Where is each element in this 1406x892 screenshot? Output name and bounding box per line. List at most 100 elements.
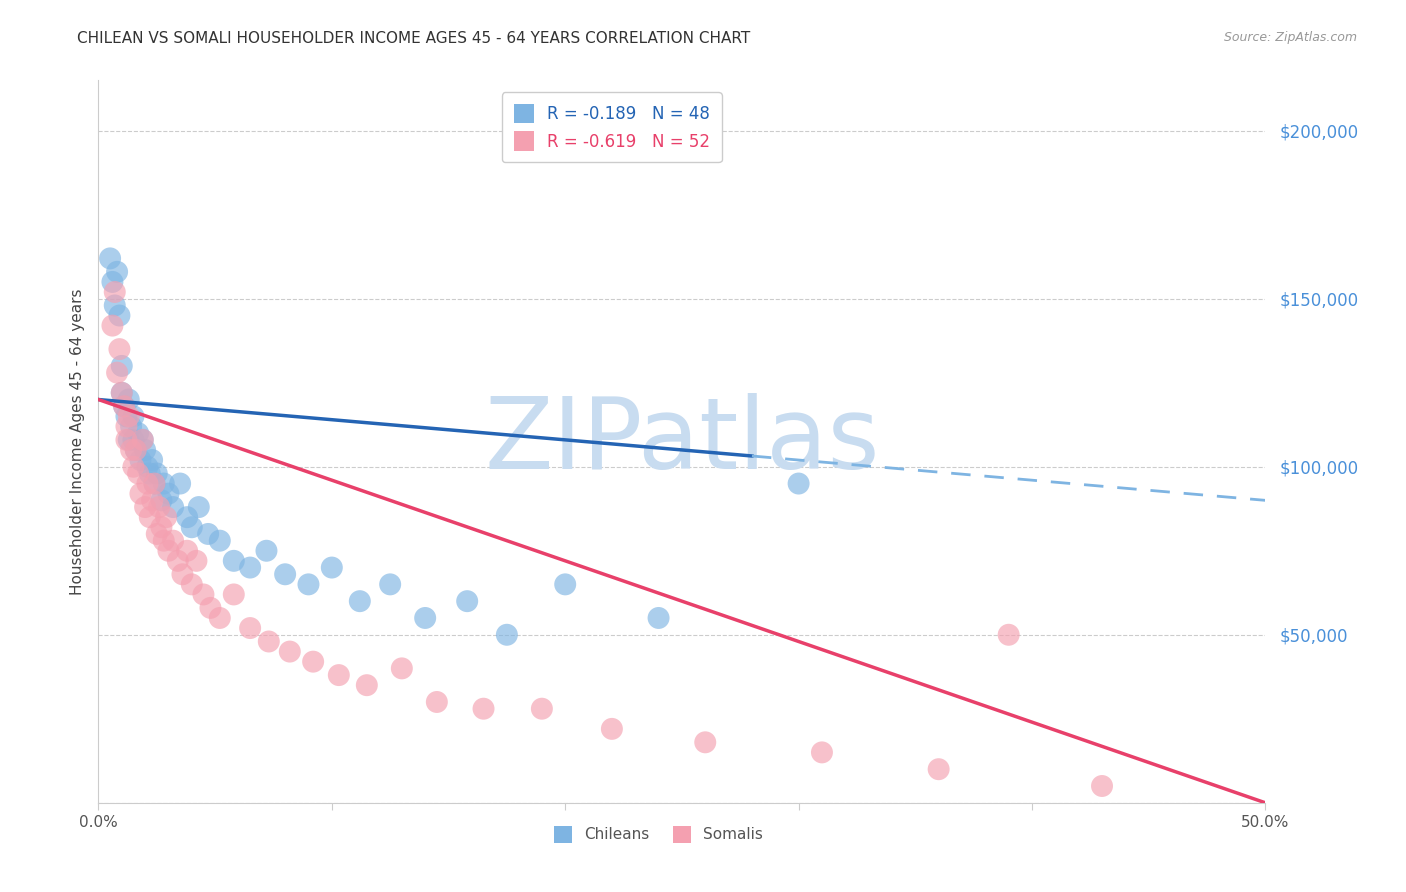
Point [239,621,262,635]
Point [787,476,810,491]
Point [222,587,245,601]
Point [208,533,231,548]
Point [108,309,131,323]
Point [208,611,231,625]
Point [187,500,209,514]
Point [132,433,155,447]
Point [554,577,576,591]
Point [695,735,717,749]
Point [118,433,141,447]
Point [98,252,121,266]
Point [136,459,159,474]
Point [105,265,128,279]
Point [297,577,319,591]
Point [197,527,219,541]
Point [125,442,148,457]
Point [111,385,134,400]
Point [647,611,669,625]
Point [321,560,343,574]
Point [180,520,202,534]
Point [186,554,208,568]
Point [122,409,145,424]
Point [146,527,169,541]
Point [193,587,215,601]
Point [148,500,170,514]
Point [426,695,449,709]
Point [129,486,152,500]
Point [104,285,127,299]
Point [200,600,222,615]
Point [141,493,163,508]
Point [146,467,169,481]
Point [356,678,378,692]
Y-axis label: Householder Income Ages 45 - 64 years: Householder Income Ages 45 - 64 years [69,288,84,595]
Point [112,399,135,413]
Point [112,399,135,413]
Point [108,342,131,356]
Point [122,459,145,474]
Point [166,554,188,568]
Point [136,476,159,491]
Legend: Chileans, Somalis: Chileans, Somalis [548,820,769,849]
Point [169,476,191,491]
Point [380,577,402,591]
Point [600,722,623,736]
Point [1091,779,1114,793]
Point [413,611,436,625]
Point [239,560,262,574]
Point [155,510,177,524]
Point [152,476,174,491]
Point [278,644,301,658]
Point [134,442,156,457]
Point [120,442,142,457]
Point [811,745,834,759]
Point [139,467,162,481]
Point [150,520,173,534]
Point [328,668,350,682]
Point [152,533,174,548]
Point [257,634,280,648]
Point [176,543,198,558]
Point [115,433,138,447]
Point [143,476,166,491]
Point [101,318,124,333]
Point [150,493,173,508]
Point [997,628,1019,642]
Text: ZIPatlas: ZIPatlas [484,393,880,490]
Point [122,433,145,447]
Point [928,762,950,776]
Point [111,359,134,373]
Point [104,298,127,312]
Point [391,661,413,675]
Point [134,500,156,514]
Point [115,419,138,434]
Point [274,567,297,582]
Point [530,702,553,716]
Point [162,533,184,548]
Point [115,409,138,424]
Point [456,594,478,608]
Point [302,655,325,669]
Text: CHILEAN VS SOMALI HOUSEHOLDER INCOME AGES 45 - 64 YEARS CORRELATION CHART: CHILEAN VS SOMALI HOUSEHOLDER INCOME AGE… [77,31,751,46]
Point [129,453,152,467]
Text: Source: ZipAtlas.com: Source: ZipAtlas.com [1223,31,1357,45]
Point [111,385,134,400]
Point [349,594,371,608]
Point [118,392,141,407]
Point [143,476,166,491]
Point [127,426,149,441]
Point [162,500,184,514]
Point [105,366,128,380]
Point [120,419,142,434]
Point [141,453,163,467]
Point [256,543,278,558]
Point [472,702,495,716]
Point [172,567,194,582]
Point [176,510,198,524]
Point [496,628,519,642]
Point [118,409,141,424]
Point [132,433,155,447]
Point [139,510,162,524]
Point [101,275,124,289]
Point [157,486,180,500]
